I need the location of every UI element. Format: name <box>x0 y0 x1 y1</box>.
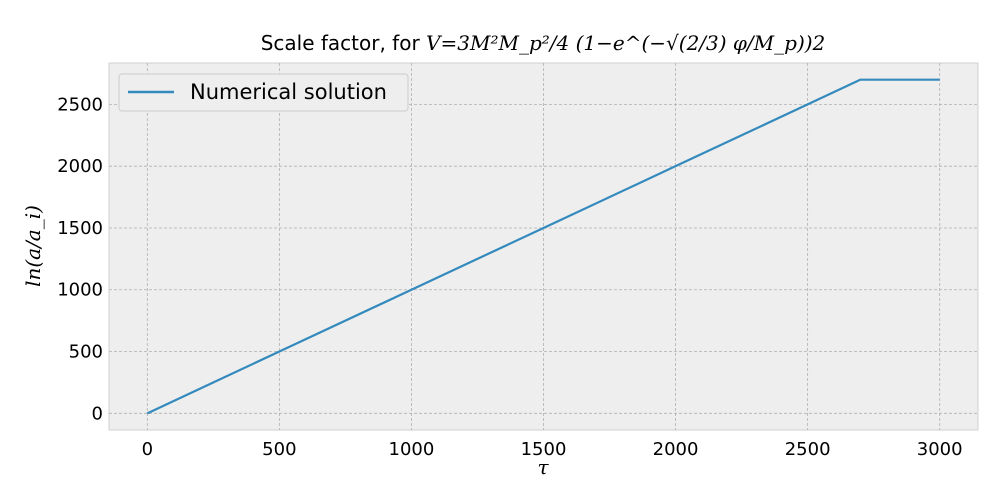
y-tick-label: 2000 <box>57 156 103 177</box>
y-tick-label: 1500 <box>57 218 103 239</box>
chart-title: Scale factor, for V=3M²M_p²/4 (1−e^(−√(2… <box>261 31 826 55</box>
y-tick-label: 2500 <box>57 94 103 115</box>
x-tick-label: 2000 <box>653 439 699 460</box>
y-tick-label: 0 <box>92 403 103 424</box>
x-tick-label: 1500 <box>521 439 567 460</box>
x-tick-label: 1000 <box>389 439 435 460</box>
x-tick-label: 3000 <box>917 439 963 460</box>
series-line-numerical-solution <box>146 78 940 415</box>
y-tick-label: 1000 <box>57 280 103 301</box>
grid <box>109 63 978 430</box>
legend-box <box>118 73 409 112</box>
y-tick-label: 500 <box>69 342 103 363</box>
x-tick-label: 500 <box>262 439 296 460</box>
x-tick-label: 2500 <box>785 439 831 460</box>
chart-title-prefix: Scale factor, for <box>261 31 426 55</box>
chart-title-formula: V=3M²M_p²/4 (1−e^(−√(2/3) φ/M_p))2 <box>426 31 825 55</box>
x-axis-label: τ <box>537 455 549 479</box>
x-tick-label: 0 <box>142 439 153 460</box>
legend-label: Numerical solution <box>190 80 387 104</box>
legend: Numerical solution <box>118 73 409 112</box>
ticks: 0 500 1000 1500 2000 2500 3000 0 500 1000 1500 2000… <box>57 94 962 460</box>
y-axis-label: ln(a/a_i) <box>21 205 45 287</box>
series-layer <box>146 78 940 415</box>
